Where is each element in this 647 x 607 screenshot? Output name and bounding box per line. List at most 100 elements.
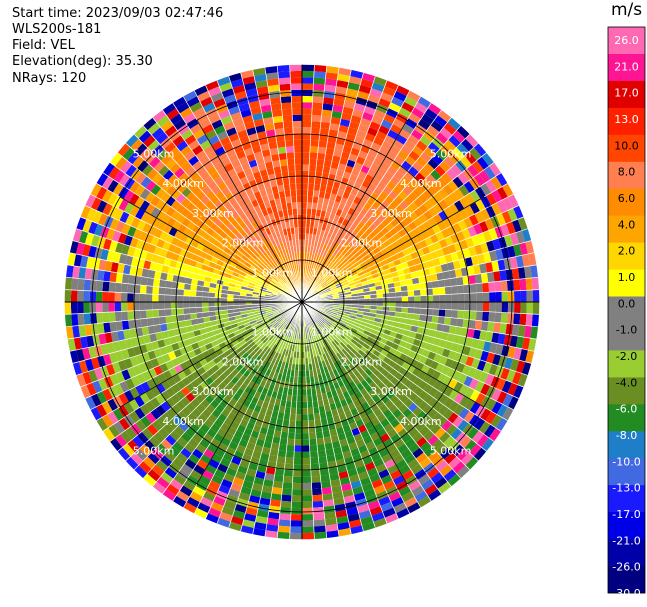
ppi-cell xyxy=(311,121,321,129)
ppi-cell xyxy=(390,160,402,171)
ppi-cell xyxy=(213,377,223,386)
ppi-cell xyxy=(447,243,457,254)
ppi-cell xyxy=(468,347,477,358)
ppi-cell xyxy=(376,289,383,295)
ppi-cell xyxy=(150,357,160,368)
ppi-cell xyxy=(273,474,284,483)
ppi-cell xyxy=(494,365,504,379)
ppi-cell xyxy=(189,422,200,433)
ppi-cell xyxy=(327,336,334,343)
ppi-cell xyxy=(309,272,314,279)
ppi-cell xyxy=(478,371,489,384)
ppi-cell xyxy=(229,239,237,247)
ppi-cell xyxy=(96,390,108,405)
ppi-cell xyxy=(322,353,328,361)
ppi-cell xyxy=(419,425,431,437)
ppi-cell xyxy=(277,339,283,347)
ppi-cell xyxy=(223,500,237,510)
ppi-cell xyxy=(284,463,294,471)
ppi-cell xyxy=(276,418,284,426)
ppi-cell xyxy=(280,288,287,293)
ppi-cell xyxy=(393,281,401,288)
ppi-cell xyxy=(438,199,449,211)
ppi-cell xyxy=(209,315,217,322)
ppi-cell xyxy=(438,393,449,405)
ppi-cell xyxy=(281,341,287,349)
ppi-cell xyxy=(311,208,317,216)
ppi-cell xyxy=(124,255,134,266)
ppi-cell xyxy=(309,438,317,446)
ppi-cell xyxy=(416,436,428,448)
ppi-cell xyxy=(138,362,148,374)
ppi-cell xyxy=(158,427,170,439)
ppi-cell xyxy=(424,252,433,262)
ppi-cell xyxy=(107,179,119,193)
ppi-cell xyxy=(465,134,479,148)
ppi-cell xyxy=(159,279,167,288)
ppi-cell xyxy=(146,378,156,390)
ppi-cell xyxy=(265,310,273,314)
ppi-cell xyxy=(521,254,531,267)
ppi-cell xyxy=(315,284,321,290)
ppi-cell xyxy=(142,370,152,382)
ppi-cell xyxy=(342,241,350,249)
ppi-cell xyxy=(450,317,458,327)
ppi-cell xyxy=(330,240,337,248)
ppi-cell xyxy=(252,424,262,433)
ppi-cell xyxy=(269,448,279,457)
ppi-cell xyxy=(313,525,327,533)
ppi-cell xyxy=(456,230,466,242)
ppi-cell xyxy=(509,256,518,269)
ppi-cell xyxy=(177,308,184,316)
ppi-cell xyxy=(277,317,284,323)
ppi-cell xyxy=(147,139,160,152)
ppi-cell xyxy=(392,185,403,196)
ppi-cell xyxy=(232,271,240,278)
ppi-cell xyxy=(324,352,331,359)
ppi-cell xyxy=(282,313,289,319)
ppi-cell xyxy=(316,393,323,401)
ppi-cell xyxy=(172,457,185,469)
ppi-cell xyxy=(277,146,287,154)
ppi-cell xyxy=(456,125,470,139)
ppi-cell xyxy=(441,228,451,239)
ppi-cell xyxy=(207,180,218,191)
ppi-cell xyxy=(231,211,240,220)
ppi-cell xyxy=(412,145,424,157)
ppi-cell xyxy=(133,293,140,302)
ppi-cell xyxy=(302,83,314,90)
ppi-cell xyxy=(117,447,131,461)
ppi-cell xyxy=(336,515,349,524)
ppi-cell xyxy=(213,356,222,365)
ppi-cell xyxy=(290,401,297,408)
ppi-cell xyxy=(189,171,200,182)
ppi-cell xyxy=(279,90,292,98)
ppi-cell xyxy=(343,337,351,344)
ppi-cell xyxy=(181,187,192,198)
ppi-cell xyxy=(341,483,353,492)
ppi-cell xyxy=(418,193,429,204)
ppi-cell xyxy=(464,151,477,165)
ppi-cell xyxy=(316,203,323,211)
ppi-cell xyxy=(317,248,323,256)
ppi-cell xyxy=(352,109,364,118)
ppi-cell xyxy=(282,419,290,427)
ppi-cell xyxy=(325,337,332,344)
ppi-cell xyxy=(246,338,254,346)
ppi-cell xyxy=(514,302,521,314)
ppi-cell xyxy=(453,404,465,416)
ppi-cell xyxy=(183,338,192,347)
ppi-cell xyxy=(309,152,318,160)
ppi-cell xyxy=(404,139,416,151)
ppi-cell xyxy=(488,311,496,323)
ppi-cell xyxy=(334,452,344,461)
ppi-cell xyxy=(324,289,332,293)
ppi-cell xyxy=(342,355,350,363)
ppi-cell xyxy=(360,277,368,283)
ppi-cell xyxy=(245,302,253,305)
ppi-cell xyxy=(204,276,212,283)
ppi-cell xyxy=(313,253,318,261)
ppi-cell xyxy=(296,401,302,409)
ppi-cell xyxy=(270,350,277,358)
ppi-cell xyxy=(380,119,393,130)
